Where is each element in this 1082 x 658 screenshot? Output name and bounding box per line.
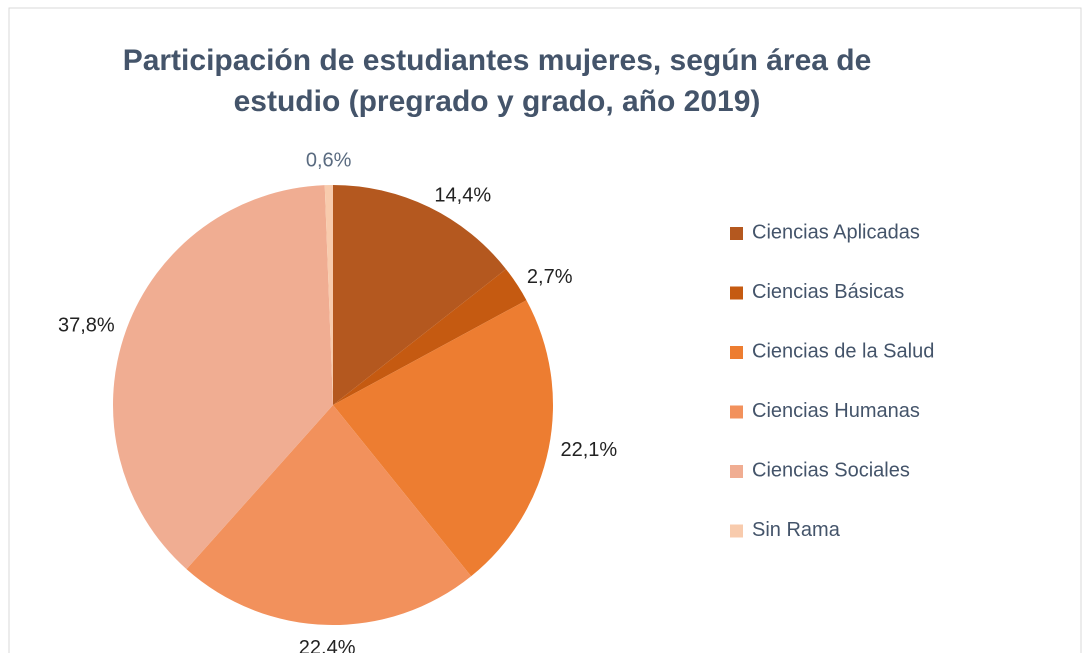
legend-label: Ciencias de la Salud [752, 340, 934, 362]
legend-swatch [730, 286, 743, 300]
data-label: 14,4% [434, 185, 491, 207]
pie-slice [113, 185, 333, 570]
pie-slice [333, 300, 553, 577]
data-label: 0,6% [306, 149, 352, 171]
legend-swatch [730, 465, 743, 478]
pie-slice [333, 269, 527, 405]
legend-label: Ciencias Básicas [752, 281, 904, 303]
data-label: 2,7% [527, 266, 573, 288]
pie-slice [333, 185, 506, 405]
chart-title: Participación de estudiantes mujeres, se… [123, 44, 872, 77]
legend-swatch [730, 346, 743, 359]
legend-label: Ciencias Humanas [752, 400, 920, 422]
legend-label: Ciencias Sociales [752, 459, 910, 481]
data-label: 37,8% [58, 315, 115, 337]
legend-label: Ciencias Aplicadas [752, 221, 920, 243]
legend-swatch [730, 405, 743, 419]
pie-slice [186, 405, 472, 625]
legend-swatch [730, 524, 743, 538]
legend-label: Sin Rama [752, 519, 841, 541]
legend-swatch [730, 227, 743, 240]
data-label: 22,1% [560, 439, 617, 461]
pie-slice [324, 185, 333, 405]
chart-subtitle: estudio (pregrado y grado, año 2019) [234, 85, 761, 118]
data-label: 22,4% [299, 637, 356, 653]
